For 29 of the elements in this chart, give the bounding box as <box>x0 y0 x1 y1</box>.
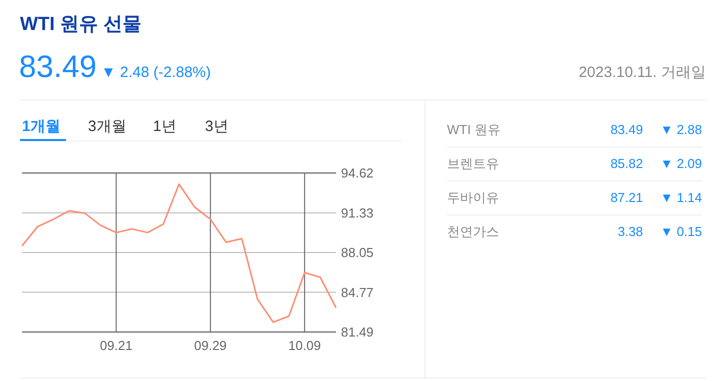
text: 85.82 <box>610 156 643 171</box>
y-tick-label: 84.77 <box>341 284 374 300</box>
text: ▼ 1.14 <box>660 190 702 205</box>
text: ▼ 2.09 <box>660 156 702 171</box>
text: 1년 <box>153 118 176 135</box>
text: 87.21 <box>610 190 643 205</box>
text: 두바이유 <box>447 190 499 205</box>
text: ▼ 2.88 <box>660 122 702 137</box>
chart-title: WTI 원유 선물 <box>20 14 142 35</box>
text: 83.49 <box>19 49 97 84</box>
text: 3년 <box>205 118 228 135</box>
y-tick-label: 94.62 <box>341 166 374 181</box>
y-tick-label: 91.33 <box>341 205 374 220</box>
text: 83.49 <box>610 122 643 137</box>
x-tick-label: 09.21 <box>100 338 132 353</box>
x-tick-label: 09.29 <box>194 338 227 353</box>
text: ▼ 2.48 (-2.88%) <box>101 64 211 81</box>
text: 1개월 <box>22 118 60 135</box>
text: 3.38 <box>618 224 643 239</box>
text: 2023.10.11. 거래일 <box>578 64 706 81</box>
text: 3개월 <box>88 118 126 135</box>
y-tick-label: 88.05 <box>341 245 374 260</box>
y-tick-label: 81.49 <box>341 324 374 340</box>
line-series <box>21 183 337 323</box>
text: 천연가스 <box>447 224 499 239</box>
text: ▼ 0.15 <box>660 224 702 239</box>
x-tick-label: 10.09 <box>288 338 321 353</box>
text: 브렌트유 <box>447 156 499 171</box>
text: WTI 원유 <box>447 122 500 137</box>
